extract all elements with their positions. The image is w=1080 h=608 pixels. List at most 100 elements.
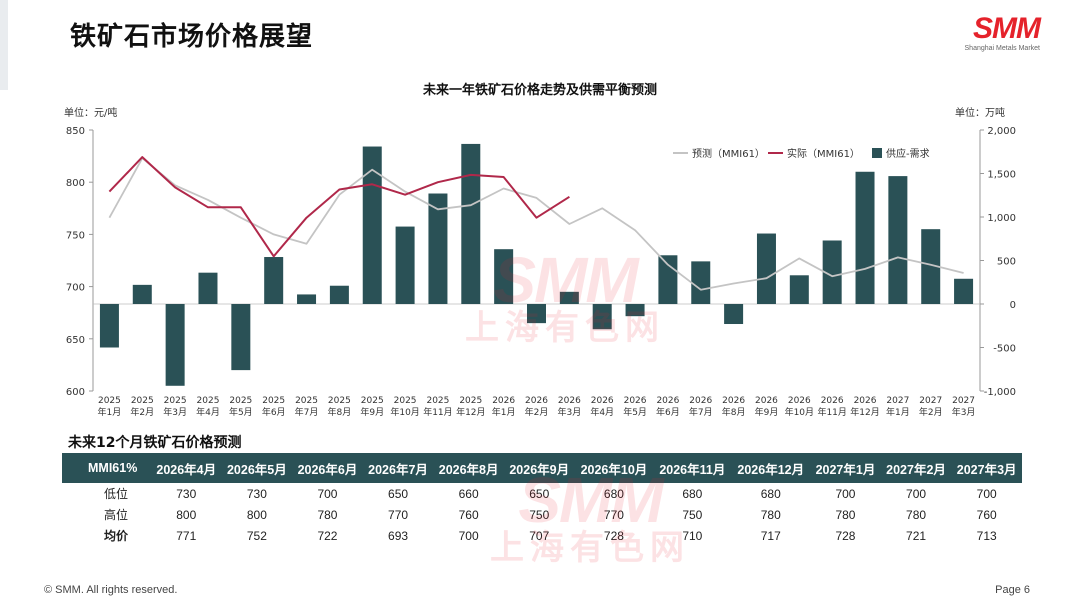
x-tick-label-month: 年2月 — [130, 406, 154, 418]
table-cell: 760 — [458, 507, 479, 522]
x-tick-label-month: 年10月 — [390, 406, 419, 418]
balance-bar — [691, 261, 711, 304]
x-tick-label-month: 年3月 — [952, 406, 976, 418]
x-tick-label-year: 2025 — [98, 396, 121, 406]
x-tick-label-year: 2025 — [229, 396, 252, 406]
table-cell: 680 — [760, 486, 781, 501]
logo-mark: SMM — [973, 12, 1041, 45]
x-tick-label-year: 2025 — [295, 396, 318, 406]
x-tick-label-year: 2025 — [164, 396, 187, 406]
x-tick-label-month: 年3月 — [557, 406, 581, 418]
balance-bar — [888, 176, 908, 304]
right-tick-label: 2,000 — [987, 126, 1016, 137]
right-tick-label: 0 — [1010, 300, 1016, 311]
x-tick-label-year: 2026 — [755, 396, 778, 406]
balance-bar — [921, 229, 941, 304]
table-cell: 730 — [176, 486, 197, 501]
x-tick-label-year: 2026 — [821, 396, 844, 406]
x-tick-label-year: 2026 — [525, 396, 548, 406]
x-tick-label-month: 年1月 — [492, 406, 516, 418]
table-cell: 700 — [458, 528, 479, 543]
left-accent-bar — [0, 0, 8, 90]
table-col-header: 2026年8月 — [433, 453, 504, 483]
row-label: 均价 — [104, 529, 129, 543]
balance-bar — [625, 304, 645, 317]
x-tick-label-year: 2025 — [426, 396, 449, 406]
chart-title: 未来一年铁矿石价格走势及供需平衡预测 — [422, 82, 657, 98]
x-tick-label-month: 年11月 — [817, 406, 846, 418]
table-col-header: 2026年6月 — [292, 453, 363, 483]
x-tick-label-month: 年5月 — [229, 406, 253, 418]
copyright: © SMM. All rights reserved. — [44, 584, 178, 596]
x-tick-label-month: 年3月 — [163, 406, 187, 418]
balance-bar — [264, 257, 284, 304]
smm-logo: SMM Shanghai Metals Market — [965, 12, 1041, 53]
left-tick-label: 750 — [66, 230, 85, 241]
table-cell: 650 — [529, 486, 550, 501]
table-cell: 722 — [317, 528, 338, 543]
balance-bar — [592, 304, 612, 330]
left-tick-label: 600 — [66, 387, 85, 398]
right-axis-unit: 单位：万吨 — [955, 106, 1005, 119]
table-col-header: 2027年2月 — [880, 453, 952, 483]
x-tick-label-year: 2025 — [459, 396, 482, 406]
table-row: 低位 730 730 700 650 660 650 680 680 680 7… — [62, 483, 1022, 504]
balance-bar — [297, 294, 317, 304]
x-tick-label-year: 2025 — [131, 396, 154, 406]
balance-bar — [559, 291, 579, 304]
balance-bar — [789, 275, 809, 304]
table-col-header: 2026年9月 — [503, 453, 575, 483]
right-tick-label: -1,000 — [984, 387, 1016, 398]
table-cell: 770 — [388, 507, 409, 522]
x-tick-label-month: 年9月 — [755, 406, 779, 418]
table-col-header: 2027年3月 — [951, 453, 1022, 483]
balance-bar — [132, 284, 152, 304]
row-label: 高位 — [104, 508, 129, 522]
left-tick-label: 650 — [66, 335, 85, 346]
page-title: 铁矿石市场价格展望 — [70, 22, 314, 52]
left-tick-label: 800 — [66, 178, 85, 189]
price-balance-chart: 未来一年铁矿石价格走势及供需平衡预测 单位：元/吨 单位：万吨 600 650 70… — [64, 82, 1016, 418]
left-tick-label: 850 — [66, 126, 85, 137]
x-tick-label-year: 2026 — [656, 396, 679, 406]
balance-bar — [822, 240, 842, 304]
table-row: 高位 800 800 780 770 760 750 770 750 780 7… — [62, 504, 1022, 525]
balance-bar — [461, 143, 481, 304]
table-col-header: 2026年5月 — [221, 453, 293, 483]
table-col-header: 2026年11月 — [653, 453, 732, 483]
table-cell: 700 — [976, 486, 997, 501]
balance-bar — [494, 249, 514, 304]
x-tick-label-year: 2025 — [262, 396, 285, 406]
x-tick-label-month: 年6月 — [262, 406, 286, 418]
x-tick-label-month: 年2月 — [525, 406, 549, 418]
table-col-header: 2026年10月 — [574, 453, 654, 483]
table-cell: 700 — [835, 486, 856, 501]
table-row: 均价 771 752 722 693 700 707 728 710 717 7… — [62, 525, 1022, 546]
x-tick-label-year: 2025 — [394, 396, 417, 406]
balance-bar — [658, 255, 678, 304]
left-axis-unit: 单位：元/吨 — [64, 106, 117, 119]
right-tick-label: 1,000 — [987, 213, 1016, 224]
x-tick-label-year: 2026 — [591, 396, 614, 406]
table-cell: 752 — [246, 528, 267, 543]
balance-bar — [165, 304, 185, 386]
legend-forecast-label: 预测（MMI61） — [692, 147, 765, 160]
x-tick-label-month: 年1月 — [98, 406, 122, 418]
x-tick-label-month: 年4月 — [590, 406, 614, 418]
table-cell: 730 — [246, 486, 267, 501]
balance-bar — [527, 304, 546, 324]
table-cell: 760 — [976, 507, 997, 522]
table-cell: 780 — [835, 507, 856, 522]
table-cell: 800 — [176, 507, 197, 522]
x-tick-label-month: 年8月 — [722, 406, 746, 418]
legend-balance-label: 供应-需求 — [886, 147, 930, 160]
x-tick-label-year: 2025 — [361, 396, 384, 406]
actual-line — [108, 156, 570, 258]
x-tick-label-year: 2026 — [854, 396, 877, 406]
table-cell: 780 — [317, 507, 338, 522]
x-tick-label-month: 年8月 — [328, 406, 352, 418]
x-tick-label-year: 2027 — [952, 396, 975, 406]
x-tick-label-year: 2026 — [624, 396, 647, 406]
x-tick-label-month: 年10月 — [785, 406, 814, 418]
x-tick-label-month: 年1月 — [886, 406, 910, 418]
